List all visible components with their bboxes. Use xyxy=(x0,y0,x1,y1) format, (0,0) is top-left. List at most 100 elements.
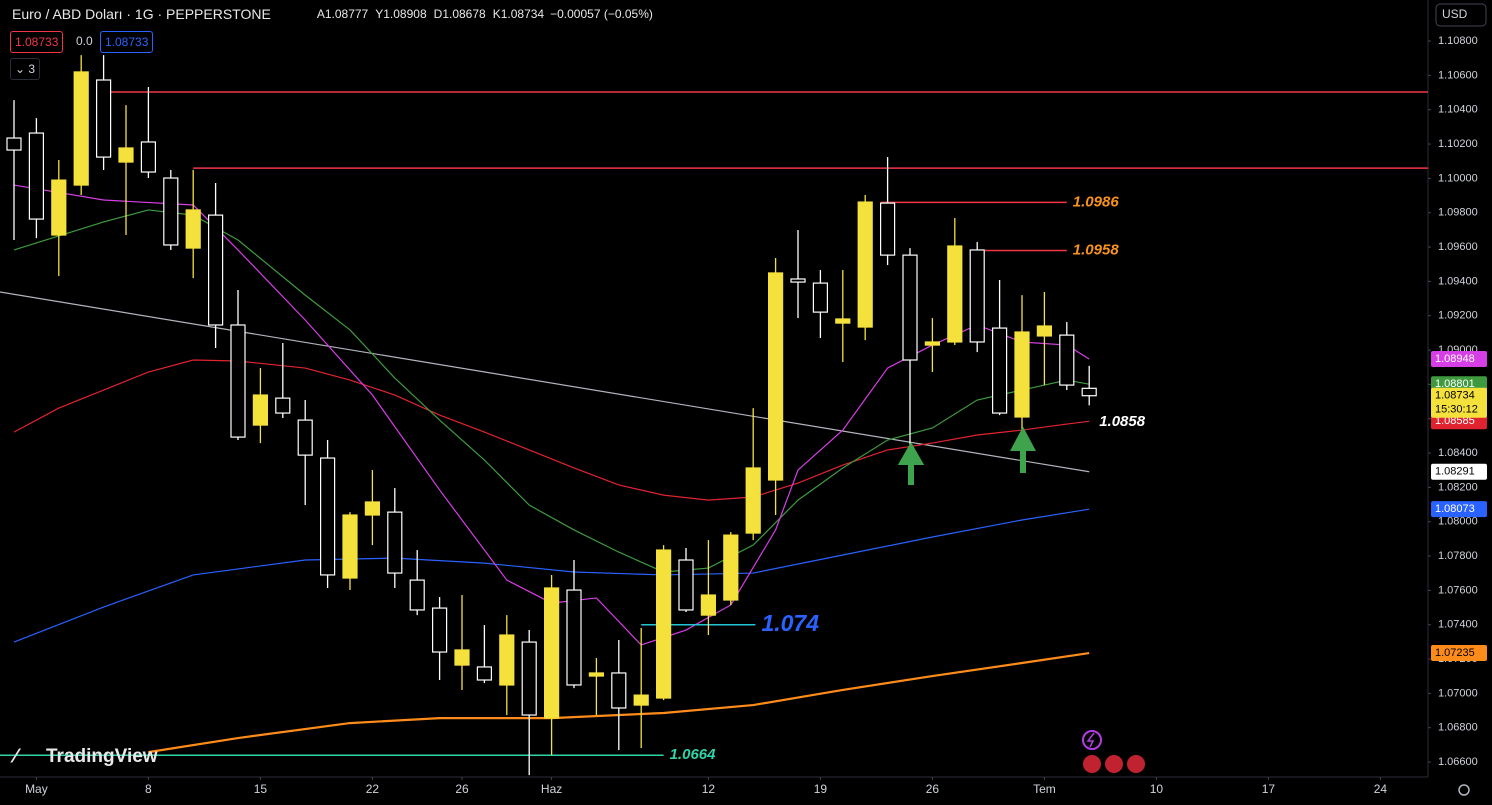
y-tick-label: 1.06600 xyxy=(1438,756,1478,768)
price-tag-label: 1.07235 xyxy=(1435,647,1475,659)
candle-body xyxy=(1014,331,1030,418)
x-tick-label: 12 xyxy=(702,782,716,796)
event-flag[interactable] xyxy=(1127,755,1145,773)
y-tick-label: 1.09600 xyxy=(1438,241,1478,253)
candle-body xyxy=(991,327,1008,414)
candle-body xyxy=(700,594,717,616)
candle-body xyxy=(51,179,67,236)
x-tick-label: 19 xyxy=(814,782,828,796)
x-tick-label: 15 xyxy=(254,782,268,796)
x-tick-label: 17 xyxy=(1262,782,1276,796)
header: Euro / ABD Doları · 1G · PEPPERSTONE A1.… xyxy=(12,6,653,22)
ohlc-item: Y1.08908 xyxy=(375,7,426,21)
ohlc-value: 1.08678 xyxy=(442,7,486,21)
logo-text: TradingView xyxy=(46,746,158,767)
y-tick-label: 1.07600 xyxy=(1438,584,1478,596)
candle-body xyxy=(1059,334,1075,386)
price-tag-label: 1.08801 xyxy=(1435,378,1475,390)
candle-body xyxy=(320,457,336,576)
price-tag-label: 1.08585 xyxy=(1435,415,1475,427)
annotation-label: 1.0986 xyxy=(1073,193,1120,210)
candle-body xyxy=(297,419,313,456)
price-tag-label: 1.08948 xyxy=(1435,353,1475,365)
y-tick-label: 1.07000 xyxy=(1438,687,1478,699)
candle-body xyxy=(476,666,492,681)
spread: 0.0 xyxy=(76,34,93,48)
candle-body xyxy=(633,694,649,706)
indicator-count: 3 xyxy=(28,62,36,76)
y-tick-label: 1.09200 xyxy=(1438,310,1478,322)
candle-body xyxy=(73,71,89,186)
candle-body xyxy=(790,278,806,283)
indicator-line xyxy=(13,359,1090,501)
alert-icon[interactable] xyxy=(1082,730,1102,750)
x-tick-label: May xyxy=(25,782,48,796)
event-flag[interactable] xyxy=(1105,755,1123,773)
candle-body xyxy=(1036,325,1053,337)
annotation-label: 1.0958 xyxy=(1073,241,1120,258)
candle-body xyxy=(521,641,537,716)
ohlc-label: Y xyxy=(375,7,384,21)
candle-body xyxy=(28,132,44,220)
candle-body xyxy=(969,249,985,343)
candle-body xyxy=(566,589,582,686)
event-flag[interactable] xyxy=(1083,755,1101,773)
y-tick-label: 1.07400 xyxy=(1438,619,1478,631)
candle-body xyxy=(499,634,515,686)
buy-button[interactable]: 1.08733 xyxy=(100,31,154,53)
candle-body xyxy=(678,559,694,611)
candle-body xyxy=(252,394,268,426)
ohlc-value: 1.08908 xyxy=(383,7,427,21)
candle-body xyxy=(118,147,134,163)
x-tick-label: 26 xyxy=(926,782,940,796)
annotation-label: 1.074 xyxy=(761,610,819,636)
x-tick-label: Haz xyxy=(541,782,562,796)
candle-body xyxy=(767,272,784,481)
countdown: 15:30:12 xyxy=(1435,404,1478,416)
candle-body xyxy=(387,511,403,574)
sell-button[interactable]: 1.08733 xyxy=(10,31,64,53)
x-tick-label: 8 xyxy=(145,782,152,796)
currency: USD xyxy=(1442,7,1468,21)
price-tag xyxy=(1431,501,1487,518)
arrow xyxy=(897,441,925,485)
annotation-label: 1.0858 xyxy=(1099,413,1146,430)
candle-body xyxy=(275,397,291,414)
price-tag-label: 1.08734 xyxy=(1435,390,1475,402)
currency-button[interactable] xyxy=(1435,3,1487,27)
candle-body xyxy=(208,214,224,326)
candle-body xyxy=(432,607,448,653)
candle-body xyxy=(364,501,380,516)
y-tick-label: 1.08400 xyxy=(1438,447,1478,459)
ohlc-value: 1.08734 xyxy=(500,7,545,21)
y-tick-label: 1.08000 xyxy=(1438,516,1478,528)
ohlc-item: D1.08678 xyxy=(434,7,486,21)
indicators-toggle[interactable]: ⌄ 3 xyxy=(10,58,41,80)
x-tick-label: 24 xyxy=(1374,782,1388,796)
candle-body xyxy=(611,672,627,709)
candle-body xyxy=(812,282,829,313)
x-tick-label: 22 xyxy=(366,782,380,796)
alert-bolt xyxy=(1086,732,1095,748)
ohlc-label: A xyxy=(316,7,325,21)
price-tag xyxy=(1431,463,1487,480)
y-tick-label: 1.09400 xyxy=(1438,275,1478,287)
candle-body xyxy=(745,467,761,534)
price-tag-label: 1.08291 xyxy=(1435,466,1475,478)
candle-body xyxy=(723,534,739,601)
price-tag-label: 1.08073 xyxy=(1435,503,1475,515)
candle-body xyxy=(902,254,918,361)
y-tick-label: 1.09800 xyxy=(1438,207,1478,219)
ohlc: A1.08777 Y1.08908 D1.08678 K1.08734 xyxy=(317,7,544,21)
ohlc-label: K xyxy=(492,7,501,21)
change: −0.00057 (−0.05%) xyxy=(550,7,653,21)
candle-body xyxy=(857,201,873,328)
y-tick-label: 1.08200 xyxy=(1438,481,1478,493)
candle-body xyxy=(185,209,201,249)
price-tag xyxy=(1431,350,1487,367)
candle-body xyxy=(6,137,22,151)
settings-icon[interactable] xyxy=(1458,784,1470,796)
